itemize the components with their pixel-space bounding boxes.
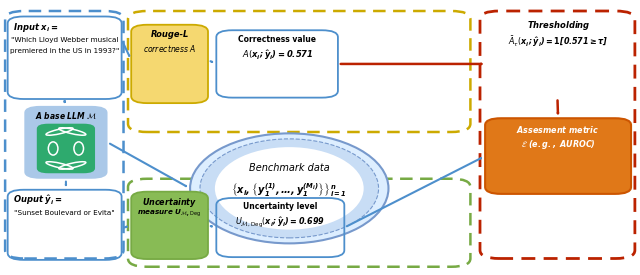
- Text: $\bfit{Input}\ \bfit{x}_i=$: $\bfit{Input}\ \bfit{x}_i=$: [13, 21, 58, 34]
- FancyBboxPatch shape: [131, 192, 208, 259]
- Text: $\bfit{Assesment\ metric}$: $\bfit{Assesment\ metric}$: [516, 124, 600, 135]
- Text: correctness $A$: correctness $A$: [143, 43, 196, 54]
- FancyBboxPatch shape: [36, 124, 95, 173]
- Text: premiered in the US in 1993?": premiered in the US in 1993?": [10, 48, 119, 54]
- Text: Uncertainty level: Uncertainty level: [243, 202, 317, 211]
- Text: $\bfit{Ouput}\ \hat{\bfit{y}}_i=$: $\bfit{Ouput}\ \hat{\bfit{y}}_i=$: [13, 194, 62, 207]
- Text: $\bfit{\mathcal{E}}$ $\bfit{(e.g.,\ AUROC)}$: $\bfit{\mathcal{E}}$ $\bfit{(e.g.,\ AURO…: [521, 138, 595, 151]
- Text: $\bfit{Uncertainty}$: $\bfit{Uncertainty}$: [142, 196, 197, 209]
- Ellipse shape: [190, 133, 388, 243]
- Text: $\bfit{Thresholding}$: $\bfit{Thresholding}$: [527, 19, 591, 32]
- Text: $\bar{A}_\tau(\bfit{x}_i;\hat{\bfit{y}}_i)=\mathbf{1}[0.571\geq\tau]$: $\bar{A}_\tau(\bfit{x}_i;\hat{\bfit{y}}_…: [508, 34, 609, 49]
- Text: $A(\bfit{x}_i;\hat{\bfit{y}}_i)=0.571$: $A(\bfit{x}_i;\hat{\bfit{y}}_i)=0.571$: [241, 49, 313, 62]
- Text: $U_{\mathcal{M},\mathrm{Deg}}(\bfit{x}_i;\hat{\bfit{y}}_i)=0.699$: $U_{\mathcal{M},\mathrm{Deg}}(\bfit{x}_i…: [236, 216, 325, 229]
- Ellipse shape: [200, 139, 379, 238]
- Text: $\left\{\bfit{x}_i,\left\{\bfit{y}_1^{(1)},\ldots,\bfit{y}_1^{(M_i)}\right\}\rig: $\left\{\bfit{x}_i,\left\{\bfit{y}_1^{(1…: [232, 182, 347, 199]
- Text: Benchmark data: Benchmark data: [249, 163, 330, 173]
- Text: Rouge-L: Rouge-L: [150, 30, 189, 39]
- Ellipse shape: [215, 147, 364, 230]
- Text: "Which Lloyd Webber musical: "Which Lloyd Webber musical: [11, 37, 118, 43]
- FancyBboxPatch shape: [24, 106, 108, 179]
- Text: $\bfit{measure}\ \bfit{U}_{\mathcal{M},\mathrm{Deg}}$: $\bfit{measure}\ \bfit{U}_{\mathcal{M},\…: [138, 208, 202, 219]
- Text: Correctness value: Correctness value: [238, 35, 316, 44]
- Text: $\bfit{A\ base\ LLM}\ \bfit{\mathcal{M}}$: $\bfit{A\ base\ LLM}\ \bfit{\mathcal{M}}…: [35, 110, 97, 121]
- FancyBboxPatch shape: [485, 118, 631, 194]
- Text: "Sunset Boulevard or Evita": "Sunset Boulevard or Evita": [14, 210, 115, 216]
- FancyBboxPatch shape: [131, 25, 208, 103]
